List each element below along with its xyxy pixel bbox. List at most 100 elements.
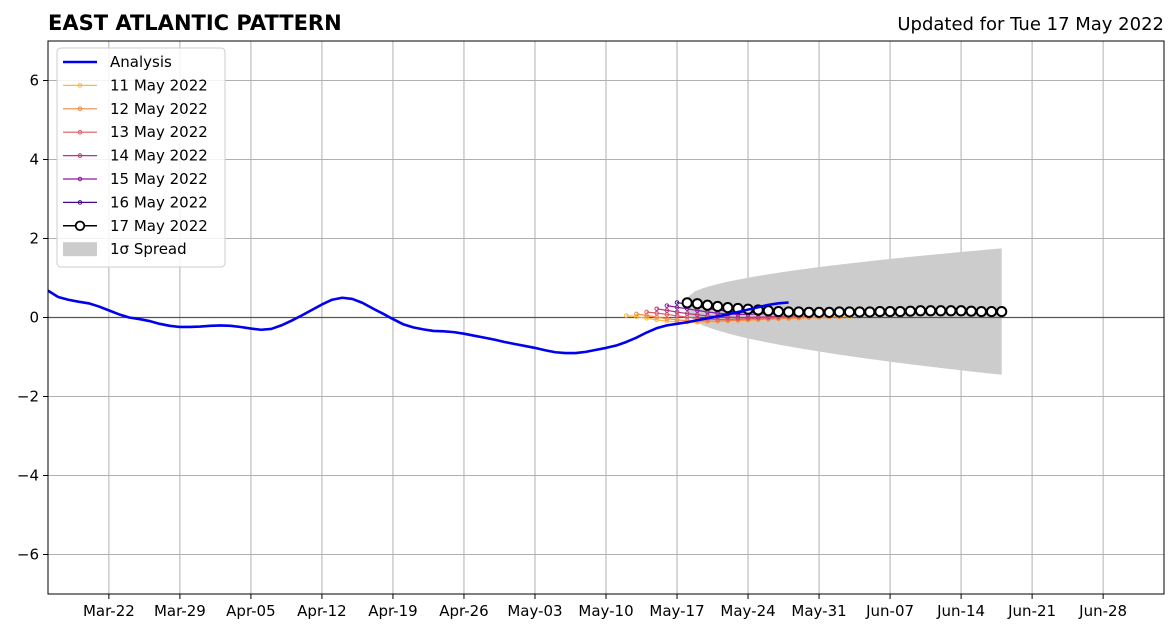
analysis-line <box>47 289 789 355</box>
legend-item: 16 May 2022 <box>63 193 208 211</box>
chart-subtitle: Updated for Tue 17 May 2022 <box>897 14 1164 35</box>
legend-marker <box>77 200 83 205</box>
forecast-point <box>823 306 835 318</box>
legend-box <box>56 47 226 268</box>
x-tick-label: Jun-07 <box>865 602 914 620</box>
forecast-point <box>691 298 703 310</box>
legend-item: 14 May 2022 <box>63 147 208 165</box>
plot-area: Mar-22 Mar-29 Apr-05 Apr-12 Apr-19 Apr-26 May-… <box>17 40 1165 620</box>
legend-marker <box>77 129 83 135</box>
forecast-point <box>664 303 670 308</box>
forecast-point <box>843 306 856 318</box>
legend-label: 16 May 2022 <box>110 193 208 211</box>
forecast-point <box>975 305 987 318</box>
forecast-point <box>654 317 660 323</box>
x-axis: Mar-22 Mar-29 Apr-05 Apr-12 Apr-19 Apr-26 May-… <box>83 594 1127 620</box>
forecast-point <box>684 311 690 316</box>
legend-label: 1σ Spread <box>110 240 187 258</box>
forecast-point <box>894 305 906 318</box>
legend-item: 11 May 2022 <box>63 76 208 94</box>
legend-label: 17 May 2022 <box>110 217 208 235</box>
forecast-point <box>644 315 649 321</box>
forecast-point <box>644 309 649 315</box>
forecast-point <box>803 306 815 318</box>
y-tick-label: 2 <box>29 230 39 248</box>
legend: Analysis 11 May 2022 12 May 2022 13 May 202… <box>56 47 226 268</box>
x-tick-label: Apr-19 <box>368 602 418 620</box>
forecast-point <box>793 306 805 318</box>
legend-marker <box>77 176 83 182</box>
forecast-point <box>985 305 998 318</box>
y-tick-label: 0 <box>29 309 39 327</box>
x-tick-label: Mar-22 <box>83 602 135 620</box>
forecast-point <box>884 305 896 318</box>
forecast-line <box>646 311 809 321</box>
x-tick-label: May-31 <box>791 602 846 620</box>
y-tick-label: 6 <box>29 72 39 90</box>
forecast-point <box>674 309 680 315</box>
legend-item: 12 May 2022 <box>63 100 208 118</box>
forecast-line <box>656 308 799 319</box>
x-tick-label: May-17 <box>649 602 704 620</box>
forecast-point <box>654 306 660 312</box>
forecast-point <box>674 300 680 305</box>
legend-item: 1σ Spread <box>63 240 187 258</box>
legend-item: 17 May 2022 <box>63 217 208 235</box>
legend-marker <box>77 153 83 158</box>
forecast-point <box>833 306 845 318</box>
forecast-point <box>935 305 947 317</box>
x-tick-label: May-24 <box>720 602 775 620</box>
x-tick-label: Apr-05 <box>226 602 276 620</box>
legend-swatch <box>63 242 97 257</box>
legend-marker <box>77 106 83 112</box>
y-tick-label: −4 <box>17 467 39 485</box>
y-axis: −6 −4 −2 0 2 4 6 <box>17 72 48 564</box>
chart-title: EAST ATLANTIC PATTERN <box>48 11 342 35</box>
forecast-point <box>715 317 720 322</box>
forecast-point <box>925 305 937 317</box>
legend-marker <box>77 83 83 88</box>
forecast-point <box>945 305 957 317</box>
legend-item: Analysis <box>63 53 172 71</box>
forecast-point <box>914 305 927 317</box>
legend-label: 14 May 2022 <box>110 147 208 165</box>
legend-marker <box>74 220 86 232</box>
forecast-point <box>965 305 977 317</box>
legend-item: 13 May 2022 <box>63 123 208 141</box>
forecast-point <box>664 316 670 321</box>
forecast-point <box>681 297 693 309</box>
legend-label: 15 May 2022 <box>110 170 208 188</box>
forecast-point <box>772 305 785 318</box>
y-tick-label: 4 <box>29 151 39 169</box>
x-tick-label: Apr-26 <box>439 602 489 620</box>
forecast-point <box>783 306 795 318</box>
forecast-point <box>874 305 886 318</box>
forecast-point <box>701 299 714 311</box>
forecast-point <box>623 313 629 318</box>
forecast-point <box>634 314 639 320</box>
x-tick-label: Mar-29 <box>154 602 206 620</box>
legend-label: Analysis <box>110 53 172 71</box>
y-tick-label: −2 <box>17 388 39 406</box>
forecast-point <box>955 305 967 317</box>
x-tick-label: May-03 <box>507 602 562 620</box>
forecast-point <box>762 305 774 317</box>
x-tick-label: Jun-28 <box>1078 602 1127 620</box>
forecast-point <box>864 306 876 318</box>
forecast-point <box>813 306 825 318</box>
x-tick-label: Apr-12 <box>297 602 347 620</box>
forecast-point <box>996 305 1008 318</box>
legend-label: 11 May 2022 <box>110 76 208 94</box>
forecast-point <box>674 304 680 310</box>
x-tick-label: May-10 <box>578 602 633 620</box>
forecast-point <box>654 310 660 316</box>
forecast-line <box>636 313 840 322</box>
x-tick-label: Jun-14 <box>936 602 985 620</box>
legend-label: 12 May 2022 <box>110 100 208 118</box>
forecast-point <box>722 302 734 314</box>
legend-label: 13 May 2022 <box>110 123 208 141</box>
y-tick-label: −6 <box>17 546 39 564</box>
forecast-point <box>904 305 916 317</box>
forecast-point <box>712 300 724 313</box>
